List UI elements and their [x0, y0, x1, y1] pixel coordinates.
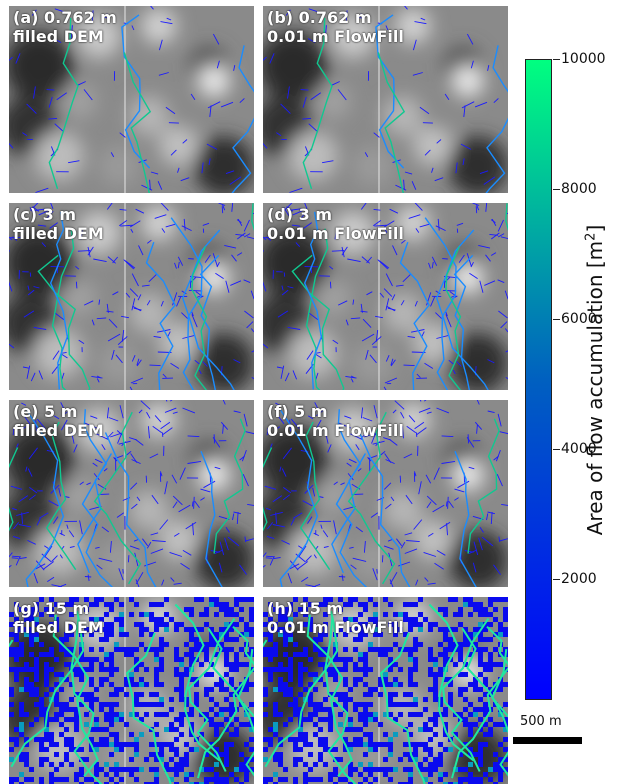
colorbar-tick [553, 59, 560, 60]
panel-map-c [9, 203, 254, 390]
panel-subtitle-d: 0.01 m FlowFill [267, 224, 404, 243]
colorbar-tick [553, 189, 560, 190]
panel-title-d: (d) 3 m [267, 205, 333, 224]
panel-subtitle-b: 0.01 m FlowFill [267, 27, 404, 46]
panel-h: (h) 15 m 0.01 m FlowFill [263, 597, 508, 784]
colorbar-tick-label: 8000 [561, 181, 597, 197]
panel-map-h [263, 597, 508, 784]
panel-map-b [263, 6, 508, 193]
panel-title-b: (b) 0.762 m [267, 8, 372, 27]
panel-map-f [263, 400, 508, 587]
colorbar-tick-label: 6000 [561, 311, 597, 327]
panel-label-c: (c) 3 m filled DEM [13, 205, 104, 243]
panel-b: (b) 0.762 m 0.01 m FlowFill [263, 6, 508, 193]
colorbar-tick [553, 449, 560, 450]
panel-subtitle-c: filled DEM [13, 224, 104, 243]
panel-c: (c) 3 m filled DEM [9, 203, 254, 390]
panel-map-a [9, 6, 254, 193]
colorbar-tick-label: 4000 [561, 441, 597, 457]
colorbar-tick [553, 319, 560, 320]
panel-label-d: (d) 3 m 0.01 m FlowFill [267, 205, 404, 243]
panel-subtitle-g: filled DEM [13, 618, 104, 637]
panel-e: (e) 5 m filled DEM [9, 400, 254, 587]
panel-label-b: (b) 0.762 m 0.01 m FlowFill [267, 8, 404, 46]
panel-label-f: (f) 5 m 0.01 m FlowFill [267, 402, 404, 440]
panel-map-g [9, 597, 254, 784]
scale-bar-label: 500 m [520, 714, 562, 729]
panel-label-g: (g) 15 m filled DEM [13, 599, 104, 637]
panel-map-d [263, 203, 508, 390]
panel-title-g: (g) 15 m [13, 599, 90, 618]
panel-subtitle-f: 0.01 m FlowFill [267, 421, 404, 440]
colorbar-tick [553, 579, 560, 580]
panel-label-a: (a) 0.762 m filled DEM [13, 8, 117, 46]
scale-bar [513, 737, 582, 744]
panel-subtitle-h: 0.01 m FlowFill [267, 618, 404, 637]
panel-d: (d) 3 m 0.01 m FlowFill [263, 203, 508, 390]
colorbar-label: Area of flow accumulation [m2] [583, 224, 607, 536]
colorbar-tick-label: 10000 [561, 51, 606, 67]
panel-title-c: (c) 3 m [13, 205, 77, 224]
panel-a: (a) 0.762 m filled DEM [9, 6, 254, 193]
panel-subtitle-e: filled DEM [13, 421, 104, 440]
panel-g: (g) 15 m filled DEM [9, 597, 254, 784]
panel-subtitle-a: filled DEM [13, 27, 104, 46]
panel-f: (f) 5 m 0.01 m FlowFill [263, 400, 508, 587]
colorbar [525, 59, 552, 700]
panel-label-e: (e) 5 m filled DEM [13, 402, 104, 440]
panel-map-e [9, 400, 254, 587]
panel-title-e: (e) 5 m [13, 402, 78, 421]
panel-title-f: (f) 5 m [267, 402, 328, 421]
colorbar-tick-label: 2000 [561, 571, 597, 587]
panel-title-a: (a) 0.762 m [13, 8, 117, 27]
panel-title-h: (h) 15 m [267, 599, 344, 618]
panel-label-h: (h) 15 m 0.01 m FlowFill [267, 599, 404, 637]
